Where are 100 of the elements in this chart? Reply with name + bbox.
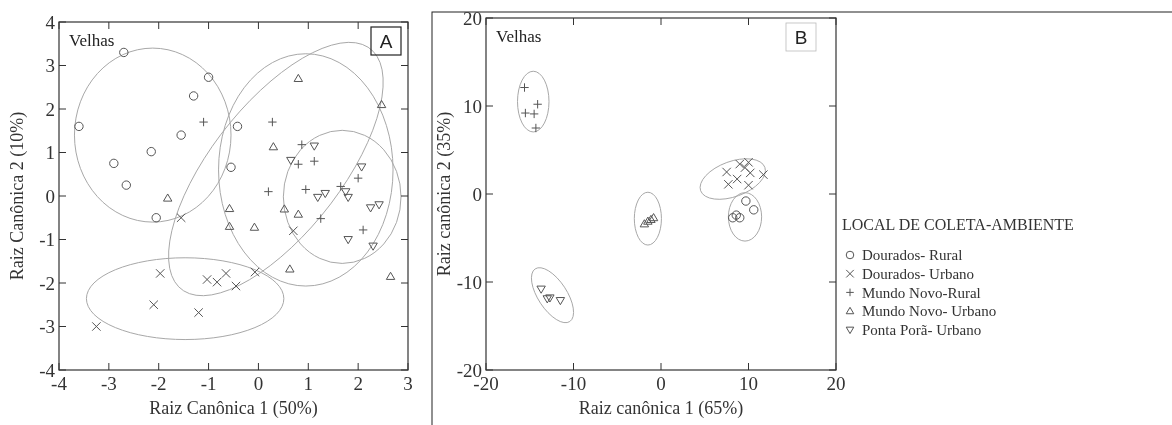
point [555,297,566,306]
point [743,180,754,190]
point [356,163,367,172]
point [279,204,290,213]
point [340,188,351,197]
annotation: A [379,31,393,52]
legend-label: Mundo Novo-Rural [862,284,981,301]
point [732,174,742,184]
point [193,307,204,318]
point [648,213,659,222]
point [285,264,295,273]
point [121,180,132,190]
y-tick-label: -10 [456,271,482,293]
point [735,213,745,223]
point [293,159,304,169]
point [723,179,734,190]
legend-label: Dourados- Urbano [862,265,975,282]
point [109,158,119,169]
point [531,123,541,133]
x-tick-label: 0 [253,373,264,394]
point [268,142,279,151]
y-tick-label: -1 [39,229,55,251]
point [232,121,243,132]
y-tick-label: -2 [39,272,55,294]
point [646,214,656,223]
point [385,271,396,280]
point [740,162,750,173]
point [374,201,384,210]
legend-label: Ponta Porã- Urbano [862,322,982,339]
y-axis-title: Raiz Canônica 2 (10%) [7,111,28,281]
x-tick-label: -3 [100,373,117,394]
point [309,142,319,151]
y-tick-label: 1 [45,142,55,164]
point [250,267,260,277]
point [741,196,751,206]
legend-title: LOCAL DE COLETA-AMBIENTE [842,216,1074,233]
point [368,242,378,251]
point [343,236,353,245]
point [376,99,387,109]
point [263,186,274,197]
point [267,117,278,127]
point [202,274,212,285]
point [313,193,323,202]
point [335,181,346,192]
x-tick-label: 1 [303,373,314,394]
point [353,173,363,183]
x-tick-label: -10 [560,373,587,394]
point [249,222,260,231]
point [74,121,84,132]
x-tick-label: -2 [150,373,167,394]
point [545,294,555,303]
point [226,162,236,172]
point [224,203,235,213]
point [91,321,102,332]
point [745,168,755,178]
x-axis-title: Raiz canônica 1 (65%) [578,398,744,419]
point [316,213,326,224]
point [176,130,186,140]
point [188,91,199,101]
y-axis-title: Raiz canônica 2 (35%) [434,111,455,277]
point [176,213,186,223]
x-tick-label: 0 [656,373,666,394]
y-tick-label: 10 [463,95,482,117]
point [529,109,539,119]
point [297,139,307,150]
point [520,108,531,118]
annotation: Velhas [69,31,115,50]
point [151,213,161,223]
point [155,268,165,279]
annotation: B [794,27,808,48]
point [643,216,653,225]
point [198,117,209,127]
y-tick-label: 0 [45,185,55,207]
x-axis-title: Raiz Canônica 1 (50%) [149,398,318,419]
point [365,204,376,213]
point [203,72,214,82]
x-tick-label: 20 [826,373,846,394]
point [749,205,759,215]
legend-label: Mundo Novo- Urbano [862,303,997,320]
y-tick-label: 20 [463,7,482,29]
x-tick-label: 2 [353,373,363,394]
point [286,156,296,166]
point [358,225,368,235]
y-tick-label: 4 [45,11,56,33]
point [221,268,231,279]
legend-label: Dourados- Rural [862,247,963,264]
point [536,285,546,294]
y-tick-label: 0 [472,183,482,205]
point [639,219,650,228]
point [288,226,299,236]
x-tick-label: -1 [200,373,217,394]
point [231,281,241,291]
point [149,300,159,310]
point [532,99,543,109]
point [293,73,304,82]
point [224,221,235,230]
point [343,193,353,202]
x-tick-label: 3 [403,373,413,394]
point [542,295,552,304]
point [212,277,222,287]
